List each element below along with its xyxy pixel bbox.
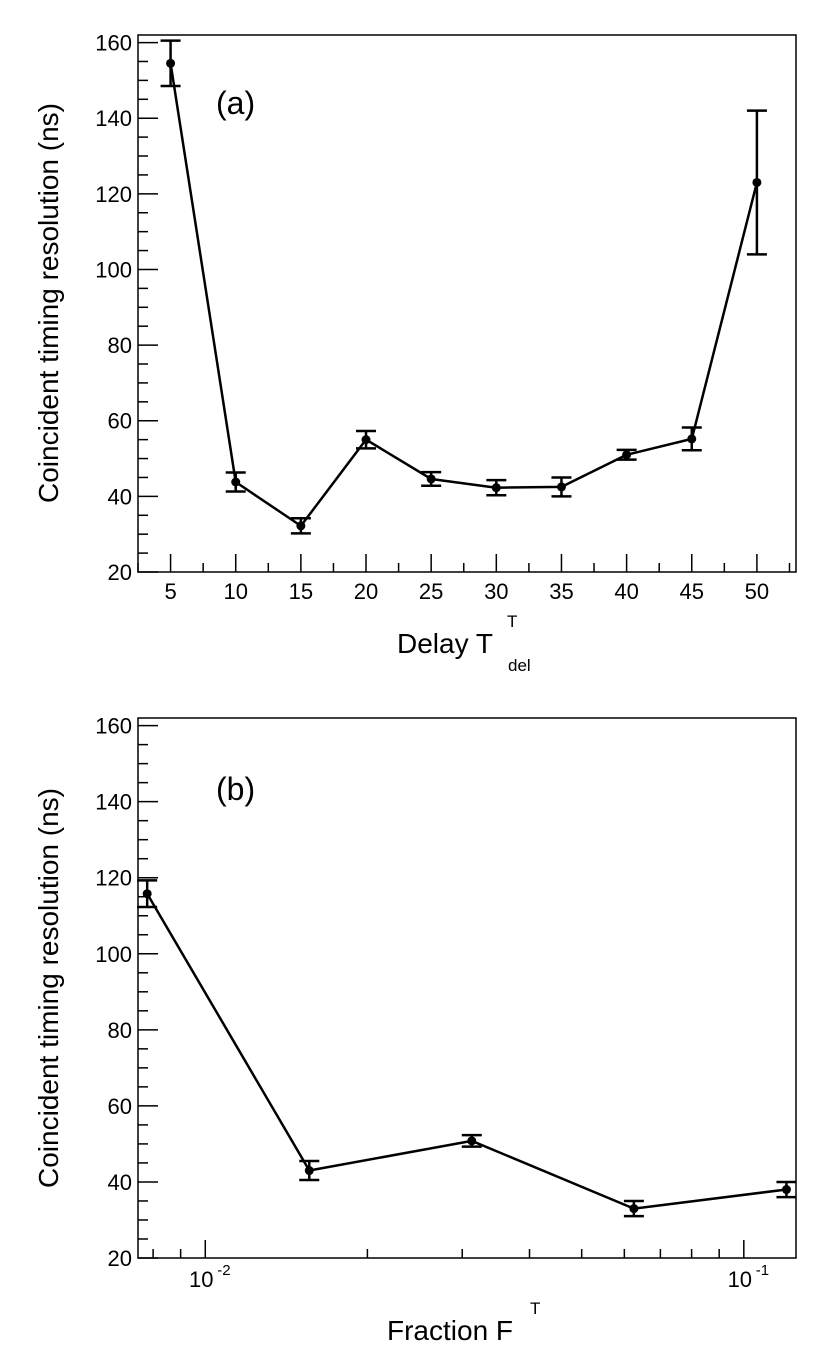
- data-point: [556, 482, 566, 492]
- x-tick-label: 50: [745, 579, 769, 604]
- data-point: [361, 435, 371, 445]
- y-tick-label: 100: [95, 257, 132, 282]
- data-points-a: [166, 58, 762, 531]
- x-tick-label: 45: [680, 579, 704, 604]
- y-tick-label: 120: [95, 182, 132, 207]
- x-axis-title-b: Fraction F T: [387, 1299, 540, 1346]
- panel-label-b: (b): [216, 771, 255, 807]
- series-line-a: [169, 63, 759, 528]
- x-axis-title-main-b: Fraction F: [387, 1315, 513, 1346]
- x-tick-label: 40: [614, 579, 638, 604]
- y-tick-label: 120: [95, 866, 132, 891]
- data-point: [491, 483, 501, 493]
- error-bars-b: [137, 879, 797, 1218]
- x-tick-label: 15: [289, 579, 313, 604]
- x-axis-title-a: Delay T T del: [397, 612, 531, 675]
- y-tick-label: 160: [95, 714, 132, 739]
- y-tick-label: 40: [108, 1170, 132, 1195]
- x-axis-title-sup-b: T: [530, 1299, 540, 1318]
- y-tick-label: 20: [108, 560, 132, 585]
- plot-frame-a: [137, 34, 797, 573]
- y-tick-label: 140: [95, 106, 132, 131]
- x-tick-label: 35: [549, 579, 573, 604]
- x-axis-title-sup-a: T: [507, 612, 517, 631]
- data-point: [231, 477, 241, 487]
- x-tick-label: 25: [419, 579, 443, 604]
- y-axis-title-a: Coincident timing resolution (ns): [33, 103, 64, 503]
- series-line-b: [146, 893, 787, 1210]
- y-tick-label: 80: [108, 1018, 132, 1043]
- y-tick-label: 20: [108, 1246, 132, 1271]
- error-bars-a: [160, 39, 767, 535]
- panel-label-a: (a): [216, 85, 255, 121]
- tick-labels-a: 20 40 60 80 100 120 140 160 5 10 15 20 25 30 35 40 45 50: [95, 31, 769, 604]
- x-tick-label-exponent: -2: [217, 1262, 230, 1279]
- y-axis-title-b: Coincident timing resolution (ns): [33, 788, 64, 1188]
- y-tick-label: 60: [108, 1094, 132, 1119]
- data-point: [467, 1136, 477, 1146]
- data-point: [166, 58, 176, 68]
- y-tick-label: 60: [108, 409, 132, 434]
- y-tick-label: 100: [95, 942, 132, 967]
- x-axis-title-main-a: Delay T: [397, 628, 493, 659]
- x-tick-label: 10: [189, 1267, 213, 1292]
- x-tick-label: 20: [354, 579, 378, 604]
- data-point: [781, 1185, 791, 1195]
- data-point: [304, 1166, 314, 1176]
- x-tick-label: 10: [728, 1267, 752, 1292]
- y-tick-label: 40: [108, 484, 132, 509]
- data-point: [629, 1204, 639, 1214]
- data-point: [622, 450, 632, 460]
- plot-frame-b: [137, 717, 797, 1259]
- data-point: [426, 474, 436, 484]
- x-tick-label: 10: [223, 579, 247, 604]
- y-tick-label: 160: [95, 31, 132, 56]
- data-point: [142, 889, 152, 899]
- axis-ticks-a: [137, 41, 791, 573]
- y-tick-label: 140: [95, 790, 132, 815]
- data-point: [687, 434, 697, 444]
- x-tick-label: 5: [164, 579, 176, 604]
- data-points-b: [142, 889, 791, 1214]
- x-tick-label: 30: [484, 579, 508, 604]
- data-point: [296, 521, 306, 531]
- x-tick-label-exponent: -1: [756, 1262, 769, 1279]
- axis-ticks-b: [138, 724, 745, 1259]
- y-tick-label: 80: [108, 333, 132, 358]
- x-axis-title-sub-a: del: [508, 656, 531, 675]
- data-point: [752, 177, 762, 187]
